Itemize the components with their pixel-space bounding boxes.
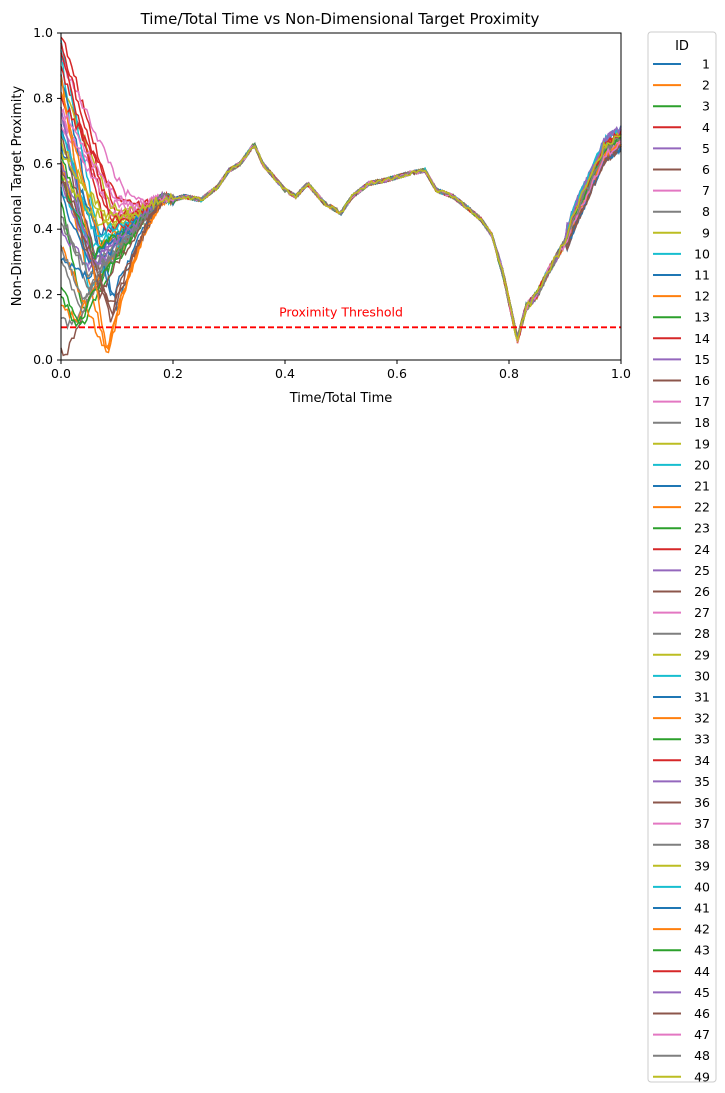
legend-label: 21	[694, 479, 710, 494]
legend-label: 5	[702, 141, 710, 156]
y-axis-label: Non-Dimensional Target Proximity	[10, 86, 25, 307]
x-tick-label: 0.6	[387, 366, 407, 381]
x-tick-label: 0.2	[163, 366, 183, 381]
legend-label: 46	[694, 1006, 710, 1021]
legend-label: 39	[694, 858, 710, 873]
legend-label: 2	[702, 78, 710, 93]
plot-frame	[60, 32, 622, 361]
legend-label: 41	[694, 901, 710, 916]
legend-label: 40	[694, 879, 710, 894]
y-tick-label: 1.0	[33, 25, 53, 40]
legend-label: 42	[694, 922, 710, 937]
x-tick-label: 1.0	[611, 366, 631, 381]
series-line-6	[60, 145, 622, 357]
legend-label: 6	[702, 162, 710, 177]
legend-label: 31	[694, 690, 710, 705]
legend-label: 43	[694, 943, 710, 958]
y-tick-label: 0.2	[33, 287, 53, 302]
legend-label: 27	[694, 605, 710, 620]
legend-label: 47	[694, 1027, 710, 1042]
legend-label: 38	[694, 837, 710, 852]
legend-label: 10	[694, 246, 710, 261]
y-tick-label: 0.6	[33, 156, 53, 171]
x-axis-ticks: 0.0 0.2 0.4 0.6 0.8 1.0	[51, 360, 631, 381]
y-axis-ticks: 0.0 0.2 0.4 0.6 0.8 1.0	[33, 25, 61, 367]
y-tick-label: 0.4	[33, 221, 53, 236]
legend-items: 1234567891011121314151617181920212223242…	[653, 57, 710, 1084]
legend-label: 13	[694, 310, 710, 325]
legend-label: 17	[694, 394, 710, 409]
legend-label: 24	[694, 542, 710, 557]
legend-label: 8	[702, 204, 710, 219]
legend-label: 32	[694, 711, 710, 726]
legend-label: 36	[694, 795, 710, 810]
legend-label: 23	[694, 521, 710, 536]
x-tick-label: 0.8	[499, 366, 519, 381]
legend-label: 3	[702, 99, 710, 114]
legend-label: 11	[694, 268, 710, 283]
series-lines	[60, 36, 622, 357]
legend-label: 4	[702, 120, 710, 135]
legend-label: 33	[694, 732, 710, 747]
x-axis-label: Time/Total Time	[289, 391, 393, 406]
legend-label: 1	[702, 57, 710, 72]
legend-box	[647, 31, 717, 1083]
legend-label: 9	[702, 225, 710, 240]
legend-label: 49	[694, 1069, 710, 1084]
legend-label: 19	[694, 436, 710, 451]
legend-label: 28	[694, 626, 710, 641]
x-tick-label: 0.4	[275, 366, 295, 381]
legend-label: 45	[694, 985, 710, 1000]
series-line-35	[60, 106, 622, 340]
legend-title: ID	[675, 39, 689, 54]
legend-label: 35	[694, 774, 710, 789]
threshold-label: Proximity Threshold	[279, 304, 403, 319]
x-tick-label: 0.0	[51, 366, 71, 381]
legend-label: 25	[694, 563, 710, 578]
legend-label: 26	[694, 584, 710, 599]
chart-title: Time/Total Time vs Non-Dimensional Targe…	[140, 10, 540, 28]
series-line-49	[60, 135, 622, 343]
legend-label: 48	[694, 1048, 710, 1063]
legend-label: 18	[694, 415, 710, 430]
legend-label: 12	[694, 289, 710, 304]
y-tick-label: 0.8	[33, 90, 53, 105]
y-tick-label: 0.0	[33, 352, 53, 367]
legend-label: 15	[694, 352, 710, 367]
legend-label: 30	[694, 668, 710, 683]
legend-label: 16	[694, 373, 710, 388]
series-line-2	[60, 139, 622, 354]
legend-label: 29	[694, 647, 710, 662]
legend-label: 14	[694, 331, 710, 346]
legend-label: 20	[694, 457, 710, 472]
legend: ID 1234567891011121314151617181920212223…	[647, 31, 717, 1084]
legend-label: 22	[694, 500, 710, 515]
legend-label: 7	[702, 183, 710, 198]
legend-label: 37	[694, 816, 710, 831]
legend-label: 44	[694, 964, 710, 979]
legend-label: 34	[694, 753, 710, 768]
